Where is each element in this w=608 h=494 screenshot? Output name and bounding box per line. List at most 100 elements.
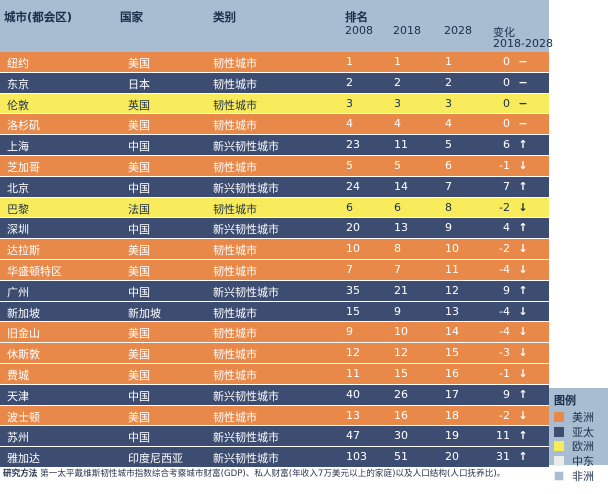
header-change: 变化: [493, 26, 515, 39]
type-cell: 韧性城市: [213, 119, 257, 133]
type-cell: 新兴韧性城市: [213, 181, 279, 195]
table-row: 纽约 美国 韧性城市 1 1 1 0−: [0, 52, 549, 73]
table-row: 洛杉矶 美国 韧性城市 4 4 4 0−: [0, 114, 549, 136]
city-cell: 天津: [7, 389, 29, 403]
rank-2008-cell: 20: [346, 221, 360, 235]
table-row: 上海 中国 新兴韧性城市 23 11 5 6 ↑: [0, 135, 549, 156]
country-cell: 美国: [128, 160, 150, 174]
rank-2008-cell: 6: [346, 200, 353, 214]
type-cell: 韧性城市: [213, 327, 257, 341]
rank-2008-cell: 2: [346, 75, 353, 89]
header-city: 城市(都会区): [4, 10, 73, 24]
rank-2008-cell: 12: [346, 346, 360, 360]
rank-2008-cell: 15: [346, 304, 360, 318]
change-cell: -2: [499, 200, 510, 214]
legend-label: 非洲: [572, 469, 594, 483]
city-cell: 费城: [7, 368, 29, 382]
header-2028: 2028: [444, 24, 472, 37]
type-cell: 韧性城市: [213, 264, 257, 278]
legend-item: 亚太: [554, 425, 608, 440]
country-cell: 中国: [128, 181, 150, 195]
legend-title: 图例: [554, 394, 576, 407]
table-row: 天津 中国 新兴韧性城市 40 26 17 9 ↑: [0, 384, 549, 406]
country-cell: 印度尼西亚: [128, 452, 183, 466]
type-cell: 新兴韧性城市: [213, 389, 279, 403]
rank-2008-cell: 7: [346, 262, 353, 276]
table-body: 纽约 美国 韧性城市 1 1 1 0− 东京 日本 韧性城市 2 2 2 0− 伦敦 英国 韧性城市 3 3 3 0− 洛…: [0, 52, 549, 468]
rank-2028-cell: 15: [445, 346, 459, 360]
rank-2018-cell: 21: [394, 283, 408, 297]
header-country: 国家: [120, 10, 143, 24]
change-cell: 31: [496, 450, 510, 464]
city-cell: 深圳: [7, 223, 29, 237]
city-cell: 洛杉矶: [7, 119, 40, 133]
rank-2008-cell: 5: [346, 158, 353, 172]
rank-2018-cell: 9: [394, 304, 401, 318]
rank-2008-cell: 13: [346, 408, 360, 422]
header-2018: 2018: [393, 24, 421, 37]
rank-2018-cell: 16: [394, 408, 408, 422]
change-cell: -4: [499, 304, 510, 318]
rank-2018-cell: 12: [394, 346, 408, 360]
type-cell: 新兴韧性城市: [213, 223, 279, 237]
city-ranking-table: 城市(都会区) 国家 类别 排名 2008 2018 2028 变化 2018-…: [0, 0, 553, 468]
rank-2028-cell: 12: [445, 283, 459, 297]
type-cell: 韧性城市: [213, 368, 257, 382]
country-cell: 法国: [128, 202, 150, 216]
rank-2028-cell: 14: [445, 325, 459, 339]
type-cell: 韧性城市: [213, 410, 257, 424]
rank-2028-cell: 17: [445, 387, 459, 401]
arrow-down-icon: ↓: [518, 200, 528, 214]
city-cell: 芝加哥: [7, 160, 40, 174]
rank-2028-cell: 6: [445, 158, 452, 172]
table-row: 休斯敦 美国 韧性城市 12 12 15 -3 ↓: [0, 343, 549, 364]
arrow-down-icon: ↓: [518, 158, 528, 172]
country-cell: 中国: [128, 285, 150, 299]
city-cell: 华盛顿特区: [7, 264, 62, 278]
legend-label: 美洲: [572, 411, 594, 425]
type-cell: 韧性城市: [213, 98, 257, 112]
table-row: 巴黎 法国 韧性城市 6 6 8 -2 ↓: [0, 197, 549, 219]
change-cell: -4: [499, 262, 510, 276]
type-cell: 新兴韧性城市: [213, 452, 279, 466]
arrow-down-icon: ↓: [518, 408, 528, 422]
rank-2008-cell: 35: [346, 283, 360, 297]
table-header: 城市(都会区) 国家 类别 排名 2008 2018 2028 变化 2018-…: [0, 0, 553, 52]
country-cell: 美国: [128, 244, 150, 258]
change-cell: 6: [503, 138, 510, 152]
country-cell: 中国: [128, 140, 150, 154]
methodology-text: 第一太平戴维斯韧性城市指数综合考察城市财富(GDP)、私人财富(年收入7万美元以…: [40, 469, 506, 479]
city-cell: 旧金山: [7, 327, 40, 341]
change-cell: 0: [503, 96, 510, 110]
rank-2028-cell: 3: [445, 96, 452, 110]
rank-2028-cell: 13: [445, 304, 459, 318]
city-cell: 达拉斯: [7, 244, 40, 258]
legend-item: 中东: [554, 454, 608, 469]
methodology-label: 研究方法: [3, 469, 38, 479]
country-cell: 英国: [128, 98, 150, 112]
legend-swatch: [554, 441, 564, 452]
rank-2018-cell: 5: [394, 158, 401, 172]
rank-2028-cell: 16: [445, 366, 459, 380]
header-rank: 排名: [345, 10, 368, 24]
legend-item: 美洲: [554, 410, 608, 425]
city-cell: 波士顿: [7, 410, 40, 424]
rank-2018-cell: 3: [394, 96, 401, 110]
rank-2018-cell: 2: [394, 75, 401, 89]
table-row: 达拉斯 美国 韧性城市 10 8 10 -2 ↓: [0, 239, 549, 260]
rank-2018-cell: 13: [394, 221, 408, 235]
rank-2008-cell: 4: [346, 117, 353, 131]
type-cell: 韧性城市: [213, 202, 257, 216]
city-cell: 北京: [7, 181, 29, 195]
change-cell: -2: [499, 408, 510, 422]
table-row: 苏州 中国 新兴韧性城市 47 30 19 11 ↑: [0, 426, 549, 448]
header-2008: 2008: [345, 24, 373, 37]
change-cell: -3: [499, 346, 510, 360]
rank-2018-cell: 30: [394, 429, 408, 443]
country-cell: 美国: [128, 368, 150, 382]
rank-2028-cell: 1: [445, 55, 452, 68]
city-cell: 广州: [7, 285, 29, 299]
rank-2018-cell: 14: [394, 179, 408, 193]
city-cell: 巴黎: [7, 202, 29, 216]
type-cell: 新兴韧性城市: [213, 285, 279, 299]
